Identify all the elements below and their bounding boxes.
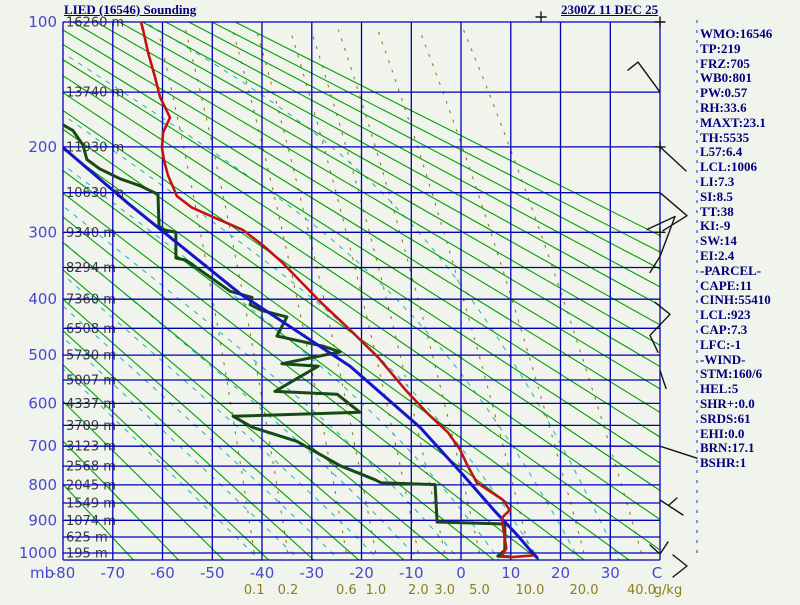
altitude-label: 13740 m (66, 86, 124, 101)
pressure-tick-label: 400 (28, 290, 57, 308)
stats-line: MAXT:23.1 (700, 116, 798, 131)
temperature-tick-label: -20 (349, 564, 374, 582)
pressure-tick-label: 800 (28, 476, 57, 494)
stats-line: EI:2.4 (700, 249, 798, 264)
pressure-tick-label: 700 (28, 437, 57, 455)
altitude-label: 9340 m (66, 226, 116, 241)
stats-line: BSHR:1 (700, 456, 798, 471)
altitude-label: 625 m (66, 530, 108, 545)
temperature-tick-label: 0 (456, 564, 466, 582)
temperature-unit-label: C (652, 564, 662, 582)
mixing-ratio-tick-label: 5.0 (469, 583, 490, 598)
stats-line: L57:6.4 (700, 145, 798, 160)
mixing-unit-label: g/kg (654, 583, 682, 598)
altitude-label: 7360 m (66, 293, 116, 308)
temperature-tick-label: 30 (601, 564, 620, 582)
stats-line: FRZ:705 (700, 57, 798, 72)
stats-line: TH:5535 (700, 131, 798, 146)
temperature-tick-label: -10 (399, 564, 424, 582)
stats-line: EHI:0.0 (700, 427, 798, 442)
stats-line: HEL:5 (700, 382, 798, 397)
mixing-ratio-tick-label: 3.0 (434, 583, 455, 598)
temperature-tick-label: -80 (51, 564, 76, 582)
stats-line: SRDS:61 (700, 412, 798, 427)
mixing-ratio-tick-label: 2.0 (408, 583, 429, 598)
chart-datetime: 2300Z 11 DEC 25 (561, 2, 658, 18)
temperature-tick-label: -30 (300, 564, 325, 582)
pressure-tick-label: 500 (28, 346, 57, 364)
chart-title: LIED (16546) Sounding (64, 2, 196, 18)
stats-line: SW:14 (700, 234, 798, 249)
pressure-tick-label: 200 (28, 138, 57, 156)
stats-line: PW:0.57 (700, 86, 798, 101)
altitude-label: 1549 m (66, 497, 116, 512)
stats-line: WB0:801 (700, 71, 798, 86)
stats-line: KI:-9 (700, 219, 798, 234)
stats-line: SHR+:0.0 (700, 397, 798, 412)
stats-line: WMO:16546 (700, 27, 798, 42)
stats-line: STM:160/6 (700, 367, 798, 382)
stats-line: TT:38 (700, 205, 798, 220)
stats-line: CAP:7.3 (700, 323, 798, 338)
altitude-label: 8294 m (66, 261, 116, 276)
altitude-label: 5007 m (66, 374, 116, 389)
mixing-ratio-tick-label: 1.0 (365, 583, 386, 598)
mixing-ratio-tick-label: 0.6 (336, 583, 357, 598)
altitude-label: 2568 m (66, 460, 116, 475)
temperature-tick-label: -70 (101, 564, 126, 582)
stats-line: -WIND- (700, 353, 798, 368)
stats-line: CAPE:11 (700, 279, 798, 294)
stats-line: LCL:1006 (700, 160, 798, 175)
altitude-label: 3709 m (66, 419, 116, 434)
altitude-label: 195 m (66, 547, 108, 562)
temperature-tick-label: 10 (501, 564, 520, 582)
mixing-ratio-tick-label: 0.2 (278, 583, 299, 598)
stats-line: RH:33.6 (700, 101, 798, 116)
stats-line: LCL:923 (700, 308, 798, 323)
altitude-label: 11930 m (66, 140, 124, 155)
altitude-label: 5730 m (66, 349, 116, 364)
mixing-ratio-tick-label: 0.1 (244, 583, 265, 598)
altitude-label: 6508 m (66, 322, 116, 337)
pressure-tick-label: 900 (28, 511, 57, 529)
stats-line: CINH:55410 (700, 293, 798, 308)
mixing-ratio-tick-label: 20.0 (570, 583, 599, 598)
temperature-tick-label: -50 (200, 564, 225, 582)
pressure-tick-label: 600 (28, 394, 57, 412)
pressure-tick-label: 1000 (19, 544, 57, 562)
stats-line: SI:8.5 (700, 190, 798, 205)
altitude-label: 2045 m (66, 478, 116, 493)
stats-line: TP:219 (700, 42, 798, 57)
stats-line: LFC:-1 (700, 338, 798, 353)
pressure-tick-label: 300 (28, 223, 57, 241)
temperature-tick-label: -40 (250, 564, 275, 582)
stats-line: LI:7.3 (700, 175, 798, 190)
temperature-tick-label: 20 (551, 564, 570, 582)
altitude-label: 4337 m (66, 397, 116, 412)
mixing-ratio-tick-label: 40.0 (627, 583, 656, 598)
altitude-label: 1074 m (66, 514, 116, 529)
stats-line: -PARCEL- (700, 264, 798, 279)
mixing-ratio-tick-label: 10.0 (515, 583, 544, 598)
pressure-tick-label: 100 (28, 13, 57, 31)
altitude-label: 3123 m (66, 440, 116, 455)
stats-line: BRN:17.1 (700, 441, 798, 456)
temperature-tick-label: -60 (150, 564, 175, 582)
